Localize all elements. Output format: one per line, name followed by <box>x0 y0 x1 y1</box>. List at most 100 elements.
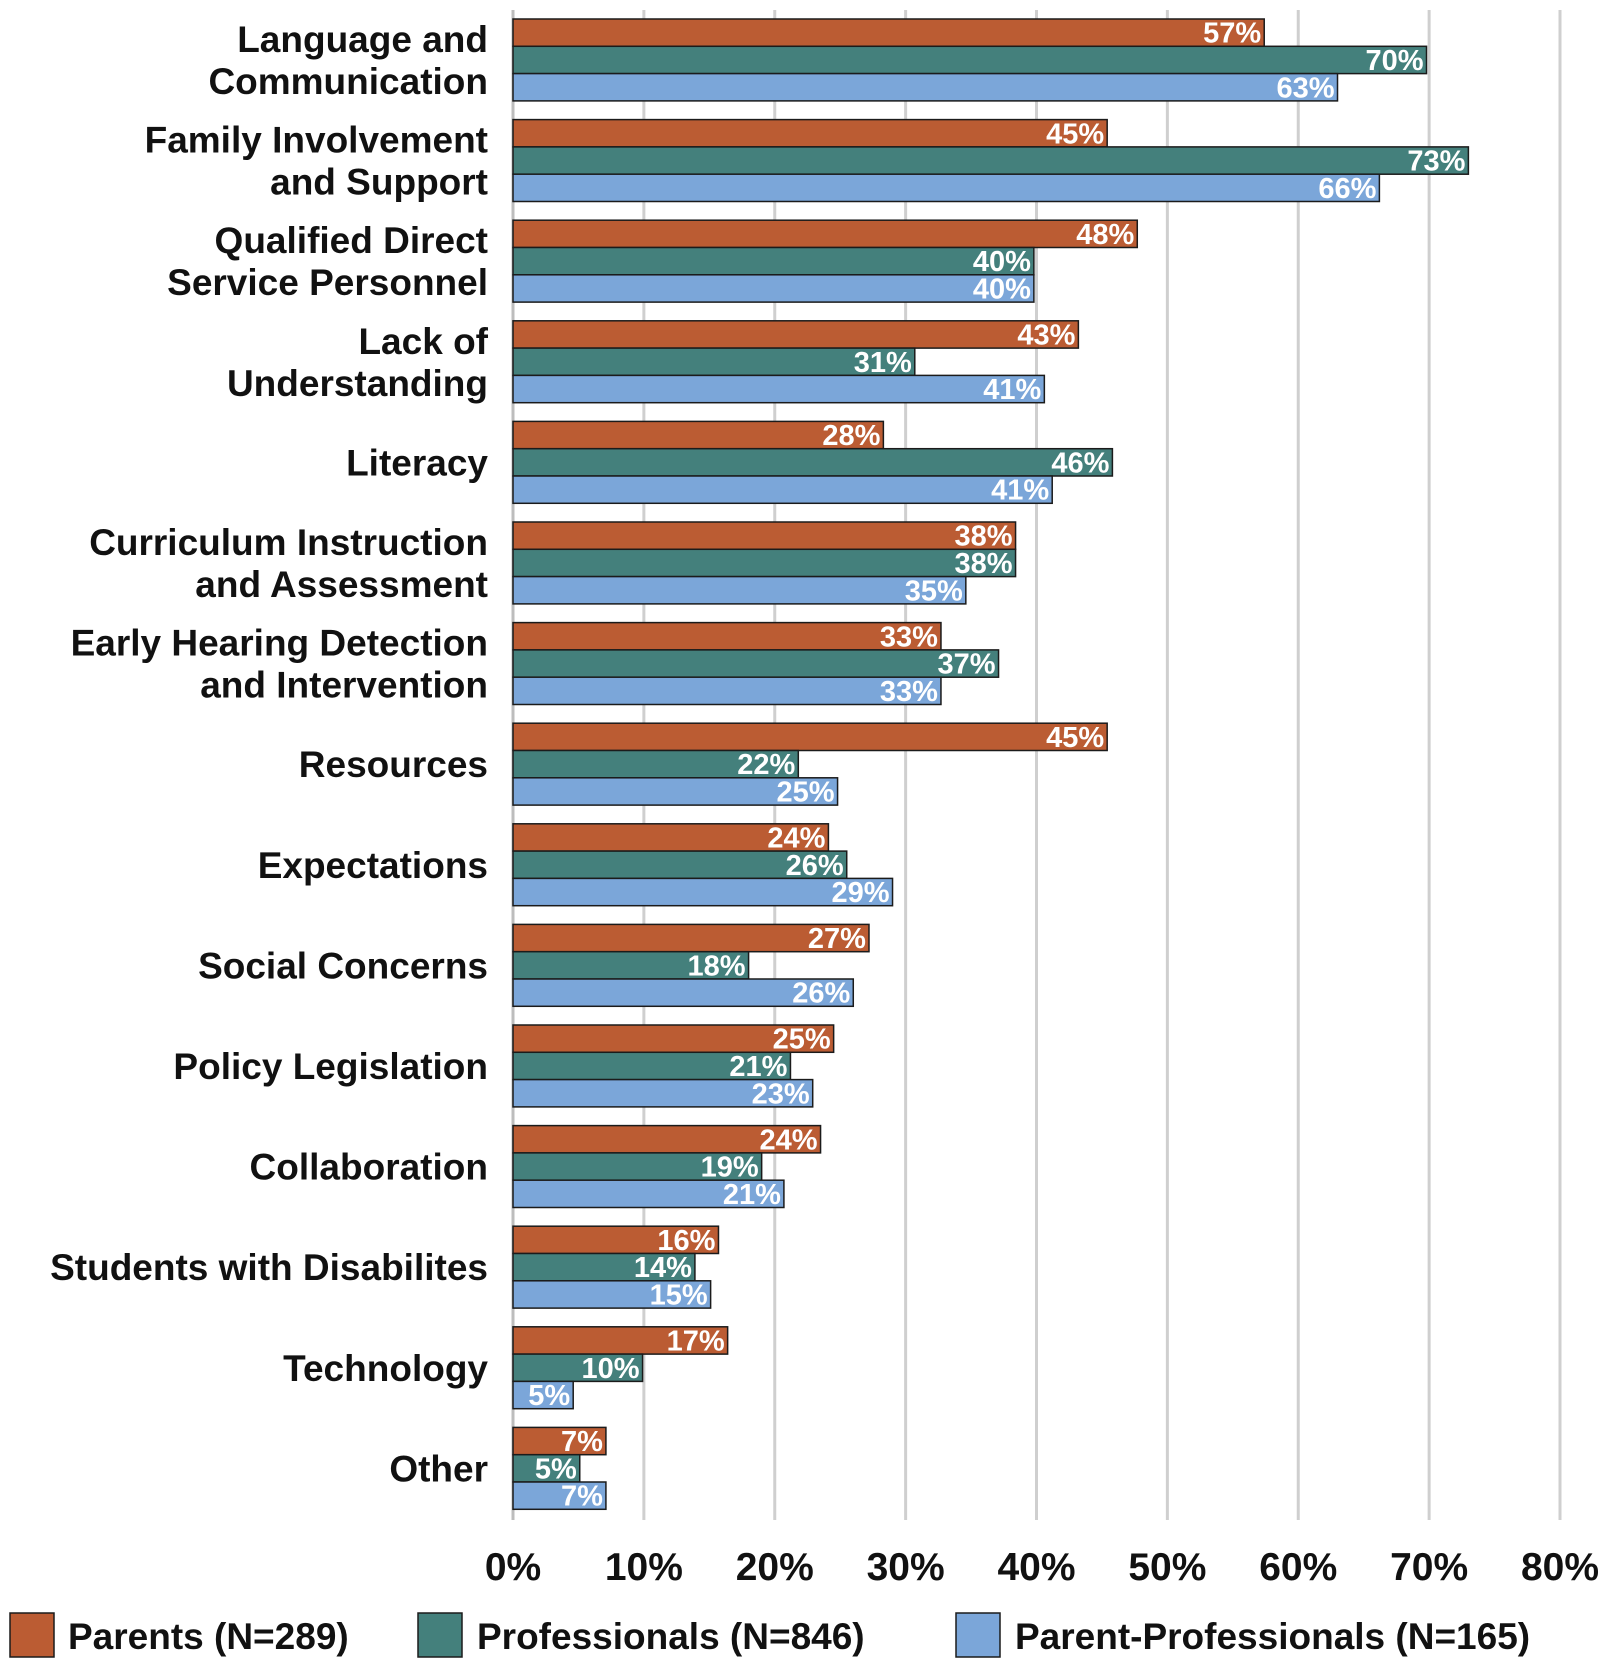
bar <box>512 72 1339 102</box>
data-label: 5% <box>528 1380 570 1412</box>
bar <box>512 320 1080 349</box>
bar <box>512 118 1108 148</box>
category-label: Students with Disabilites <box>50 1247 488 1288</box>
data-label: 46% <box>1051 447 1109 479</box>
data-label: 37% <box>937 649 995 681</box>
data-label: 24% <box>767 822 825 854</box>
category-label: Collaboration <box>250 1147 488 1188</box>
data-label: 57% <box>1203 18 1261 50</box>
bar <box>512 923 870 953</box>
data-label: 26% <box>786 850 844 882</box>
x-tick-label: 30% <box>867 1546 945 1589</box>
category-label: Curriculum Instruction <box>89 522 488 563</box>
x-tick-label: 20% <box>736 1546 814 1589</box>
legend-label: Parents (N=289) <box>68 1616 349 1657</box>
bar <box>512 621 942 651</box>
data-label: 43% <box>1017 319 1075 351</box>
data-label: 66% <box>1318 173 1376 205</box>
data-label: 28% <box>822 420 880 452</box>
x-axis-tick-labels: 0% 10% 20% 30% 40% 50% 60% 70% 80% <box>485 1546 1599 1589</box>
data-label: 26% <box>792 978 850 1010</box>
data-label: 45% <box>1046 722 1104 754</box>
x-tick-label: 80% <box>1521 1546 1599 1589</box>
data-label: 15% <box>650 1279 708 1311</box>
bar <box>512 146 1470 175</box>
data-label: 40% <box>973 246 1031 278</box>
x-tick-label: 60% <box>1259 1546 1337 1589</box>
data-label: 48% <box>1076 219 1134 251</box>
data-label: 5% <box>535 1453 577 1485</box>
bar <box>512 575 967 605</box>
bar <box>512 1380 574 1410</box>
bar <box>512 1280 712 1309</box>
data-label: 24% <box>760 1124 818 1156</box>
data-label: 40% <box>973 273 1031 305</box>
bars <box>512 18 1470 1511</box>
bar <box>512 1353 644 1383</box>
x-tick-label: 10% <box>605 1546 683 1589</box>
category-label: Family Involvement <box>145 120 488 161</box>
data-label: 17% <box>667 1325 725 1357</box>
x-tick-label: 40% <box>997 1546 1075 1589</box>
category-label: Social Concerns <box>198 945 488 986</box>
legend-label: Professionals (N=846) <box>477 1616 865 1657</box>
category-label: Qualified Direct <box>215 220 488 261</box>
bar <box>512 1252 696 1282</box>
category-label: Understanding <box>227 363 488 404</box>
legend-swatch <box>417 1612 463 1658</box>
bar <box>512 45 1428 75</box>
data-label: 25% <box>773 1024 831 1056</box>
data-label: 33% <box>880 621 938 653</box>
data-label: 10% <box>582 1353 640 1385</box>
bar <box>512 475 1053 505</box>
x-tick-label: 50% <box>1128 1546 1206 1589</box>
bar <box>512 246 1035 276</box>
data-label: 41% <box>991 475 1049 507</box>
bar <box>512 1481 607 1511</box>
bar <box>512 173 1381 203</box>
bar <box>512 1225 720 1255</box>
category-label: Technology <box>283 1348 488 1389</box>
data-label: 70% <box>1365 45 1423 77</box>
bar <box>512 649 1000 678</box>
bar <box>512 1124 822 1154</box>
data-label: 22% <box>737 749 795 781</box>
category-label: Service Personnel <box>167 262 488 303</box>
bar <box>512 676 942 706</box>
data-label: 21% <box>723 1179 781 1211</box>
legend-swatch <box>955 1612 1001 1658</box>
data-label: 18% <box>688 950 746 982</box>
x-tick-label: 0% <box>485 1546 541 1589</box>
bar <box>512 219 1139 249</box>
data-label: 25% <box>777 776 835 808</box>
bar <box>512 374 1046 404</box>
data-label: 31% <box>854 347 912 379</box>
data-label: 29% <box>831 877 889 909</box>
bar <box>512 978 855 1008</box>
data-label: 38% <box>955 548 1013 580</box>
bar <box>512 823 830 852</box>
bar <box>512 447 1114 477</box>
data-label: 16% <box>657 1225 715 1257</box>
data-label: 45% <box>1046 118 1104 150</box>
category-label: Resources <box>299 744 488 785</box>
bar <box>512 274 1035 303</box>
legend: Parents (N=289) Professionals (N=846) Pare… <box>9 1612 1530 1658</box>
data-label: 41% <box>983 374 1041 406</box>
data-label: 63% <box>1276 72 1334 104</box>
category-label: and Support <box>270 162 488 203</box>
legend-label: Parent-Professionals (N=165) <box>1015 1616 1530 1657</box>
bar <box>512 521 1017 551</box>
category-label: and Intervention <box>200 665 488 706</box>
category-label: Expectations <box>258 845 488 886</box>
bar <box>512 1024 835 1054</box>
category-label: Policy Legislation <box>173 1046 488 1087</box>
bar <box>512 722 1108 752</box>
category-label: Communication <box>208 61 488 102</box>
data-label: 23% <box>752 1078 810 1110</box>
data-label: 33% <box>880 676 938 708</box>
data-label: 38% <box>955 521 1013 553</box>
category-label: Literacy <box>346 442 488 483</box>
